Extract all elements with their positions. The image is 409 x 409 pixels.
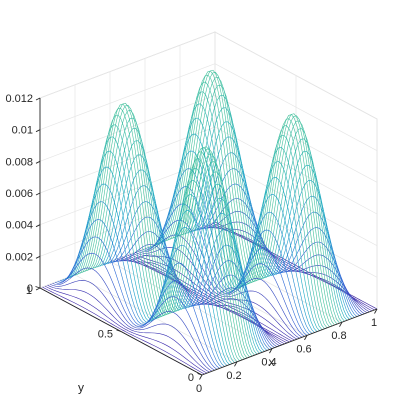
z-gridline [39, 126, 216, 194]
y-tick-mark [116, 329, 122, 332]
x-tick-mark [374, 308, 378, 314]
z-tick-label: 0.004 [5, 220, 33, 232]
z-gridline [39, 190, 216, 257]
x-tick-mark [304, 335, 308, 341]
x-tick-label: 1 [371, 317, 377, 329]
x-tick-label: 0.4 [261, 357, 276, 369]
z-tick-mark [35, 129, 41, 133]
mesh-line [59, 219, 223, 368]
z-tick-mark [35, 97, 41, 101]
mesh-line [144, 203, 308, 336]
z-tick-label: 0.008 [5, 156, 33, 168]
mesh-line [199, 198, 363, 315]
tick-labels: 00.20.40.60.8100.5100.0020.0040.0060.008… [5, 93, 377, 395]
mesh-line [99, 154, 263, 353]
mesh-line [62, 201, 225, 367]
mesh-line [57, 236, 220, 369]
x-tick-mark [339, 321, 343, 327]
mesh-line [112, 231, 275, 348]
mesh-line [167, 74, 330, 328]
mesh-line [97, 140, 260, 354]
mesh-line [124, 255, 288, 344]
z-tick-mark [35, 255, 41, 259]
y-tick-mark [197, 373, 203, 376]
x-tick-mark [269, 348, 273, 354]
z-gridline [39, 63, 216, 130]
y-tick-label: 0.5 [98, 329, 113, 341]
mesh-line [49, 280, 213, 372]
z-tick-mark [35, 224, 41, 228]
x-tick-mark [234, 361, 238, 367]
mesh-line [77, 114, 240, 362]
x-tick-mark [199, 374, 203, 380]
y-axis-label: y [78, 381, 84, 395]
z-gridline [39, 95, 216, 162]
mesh-line [187, 121, 350, 320]
mesh-line [79, 107, 243, 361]
z-tick-label: 0.012 [5, 93, 33, 105]
y-tick-mark [35, 286, 41, 289]
y-tick-label: 0 [188, 372, 194, 384]
mesh-line [92, 117, 255, 356]
mesh-line [47, 284, 210, 373]
y-tick-label: 1 [26, 285, 32, 297]
mesh-line [44, 285, 208, 374]
mesh-line [152, 150, 315, 333]
mesh-line [189, 136, 353, 319]
mesh-line [122, 256, 285, 345]
mesh-line [54, 252, 218, 370]
x-tick-label: 0 [196, 383, 202, 395]
x-axis-line [201, 308, 378, 376]
mesh-line [74, 124, 238, 362]
x-tick-label: 0.6 [296, 343, 311, 355]
z-tick-label: 0.006 [5, 188, 33, 200]
z-tick-label: 0.01 [12, 125, 33, 137]
z-tick-mark [35, 160, 41, 164]
mesh-line [184, 107, 348, 321]
z-gridline [39, 31, 216, 99]
mesh-line [149, 168, 313, 334]
mesh-line [209, 223, 373, 312]
mesh-line [164, 81, 328, 329]
surface-mesh [39, 69, 378, 376]
mesh-line [52, 267, 215, 371]
x-axis-label: x [269, 355, 275, 369]
x-tick-label: 0.2 [226, 370, 241, 382]
mesh-line [64, 183, 228, 366]
mesh-line [134, 251, 298, 340]
z-tick-label: 0 [27, 283, 33, 295]
axes-frame [35, 97, 378, 380]
mesh-line [147, 186, 310, 335]
z-tick-mark [35, 192, 41, 196]
mesh-line [102, 169, 265, 352]
z-tick-label: 0.002 [5, 251, 33, 263]
mesh-line [132, 252, 295, 341]
mesh-line [179, 84, 343, 323]
mesh-line [42, 286, 205, 375]
x-tick-label: 0.8 [331, 330, 346, 342]
z-tick-mark [35, 287, 41, 291]
mesh-line [212, 222, 375, 311]
